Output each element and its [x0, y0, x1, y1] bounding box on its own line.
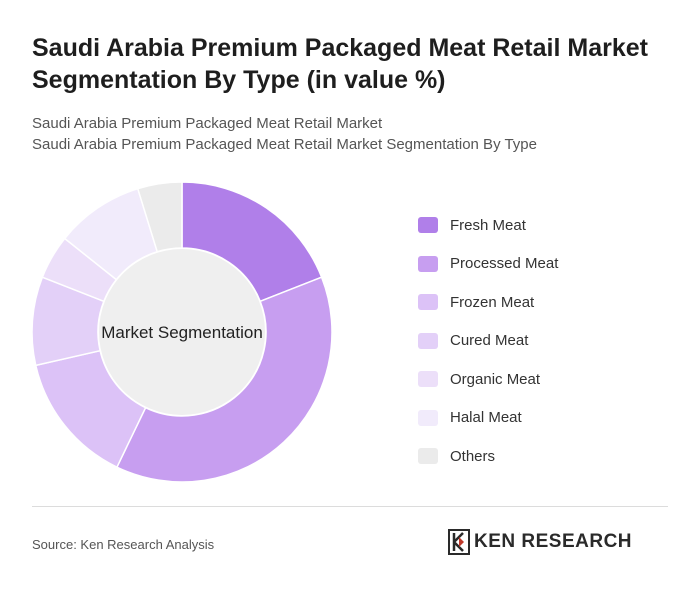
legend-swatch: [418, 294, 438, 311]
legend: Fresh Meat Processed Meat Frozen Meat Cured…: [418, 206, 678, 476]
legend-label: Organic Meat: [450, 370, 541, 388]
legend-label: Processed Meat: [450, 255, 559, 273]
legend-swatch: [418, 255, 438, 272]
legend-item: Halal Meat: [418, 399, 678, 438]
legend-label: Halal Meat: [450, 409, 522, 427]
legend-swatch: [418, 448, 438, 465]
subtitle-line-1: Saudi Arabia Premium Packaged Meat Retai…: [32, 115, 383, 132]
legend-swatch: [418, 332, 438, 349]
subtitle-line-2: Saudi Arabia Premium Packaged Meat Retai…: [32, 136, 537, 153]
donut-chart: Market Segmentation: [31, 181, 333, 483]
legend-label: Others: [450, 447, 496, 465]
slice-processed-meat: [115, 276, 333, 483]
legend-label: Cured Meat: [450, 332, 529, 350]
footer-divider: [32, 506, 668, 507]
chart-title: Saudi Arabia Premium Packaged Meat Retai…: [32, 34, 648, 94]
legend-label: Frozen Meat: [450, 293, 535, 311]
ken-research-logo-icon: [448, 529, 470, 555]
legend-swatch: [418, 217, 438, 234]
legend-swatch: [418, 409, 438, 426]
legend-item: Organic Meat: [418, 360, 678, 399]
slice-others: [136, 181, 183, 253]
legend-item: Cured Meat: [418, 322, 678, 361]
donut-hole: [99, 249, 265, 415]
legend-item: Fresh Meat: [418, 206, 678, 245]
legend-label: Fresh Meat: [450, 216, 526, 234]
legend-item: Processed Meat: [418, 245, 678, 284]
chart-area: Market Segmentation Fresh Meat Processed …: [0, 170, 700, 490]
center-label: Market Segmentation: [101, 323, 263, 342]
legend-item: Frozen Meat: [418, 283, 678, 322]
source-note: Source: Ken Research Analysis: [32, 537, 215, 552]
chart-subtitle: Saudi Arabia Premium Packaged Meat Retai…: [32, 113, 672, 155]
brand-name: KEN RESEARCH: [474, 531, 633, 552]
brand-logo: KEN RESEARCH: [448, 529, 632, 555]
legend-swatch: [418, 371, 438, 388]
legend-item: Others: [418, 437, 678, 476]
